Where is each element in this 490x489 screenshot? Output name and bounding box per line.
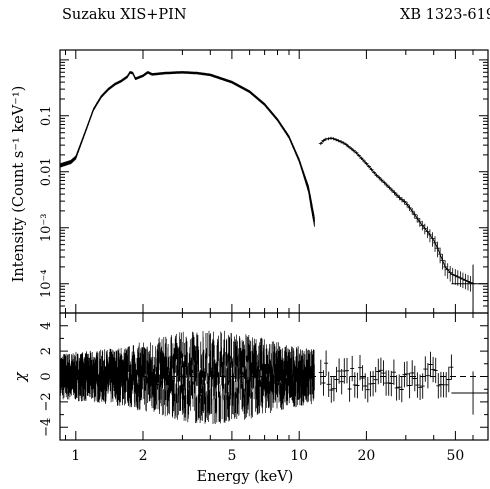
residuals-xis <box>59 330 315 424</box>
y-ticks-residuals <box>60 312 488 441</box>
y-axis-title-residuals: χ <box>11 372 29 382</box>
y-tick-label-spectrum-1: 10⁻³ <box>39 213 54 242</box>
spectrum-series-2 <box>318 136 475 293</box>
x-tick-label-5: 5 <box>227 448 236 464</box>
spectrum-frame <box>59 49 489 314</box>
y-tick-label-residuals--2: −2 <box>39 392 54 411</box>
header-right-title: XB 1323-619 <box>400 7 490 23</box>
spectrum-series-1 <box>59 71 315 227</box>
y-axis-title-spectrum: Intensity (Count s⁻¹ keV⁻¹) <box>11 85 27 283</box>
x-axis-title: Energy (keV) <box>196 469 294 485</box>
header-left-title: Suzaku XIS+PIN <box>62 7 187 23</box>
y-tick-label-residuals-0: 0 <box>39 372 54 380</box>
y-tick-label-spectrum-2: 0.01 <box>39 157 54 186</box>
y-tick-label-spectrum-3: 0.1 <box>39 105 54 126</box>
x-tick-label-1: 1 <box>71 448 80 464</box>
y-tick-label-residuals-4: 4 <box>39 322 54 330</box>
y-tick-label-residuals-2: 2 <box>39 347 54 355</box>
y-tick-label-residuals--4: −4 <box>39 418 54 437</box>
residuals-pin <box>318 350 488 415</box>
last-pin-bin <box>451 264 488 313</box>
x-tick-label-50: 50 <box>446 448 464 464</box>
model-line-1 <box>59 71 315 222</box>
x-tick-label-20: 20 <box>358 448 376 464</box>
x-tick-label-2: 2 <box>139 448 148 464</box>
x-tick-label-10: 10 <box>290 448 308 464</box>
y-ticks-spectrum <box>60 59 488 314</box>
x-ticks <box>65 50 489 440</box>
model-line-2 <box>320 137 474 285</box>
y-tick-label-spectrum-0: 10⁻⁴ <box>39 269 54 298</box>
